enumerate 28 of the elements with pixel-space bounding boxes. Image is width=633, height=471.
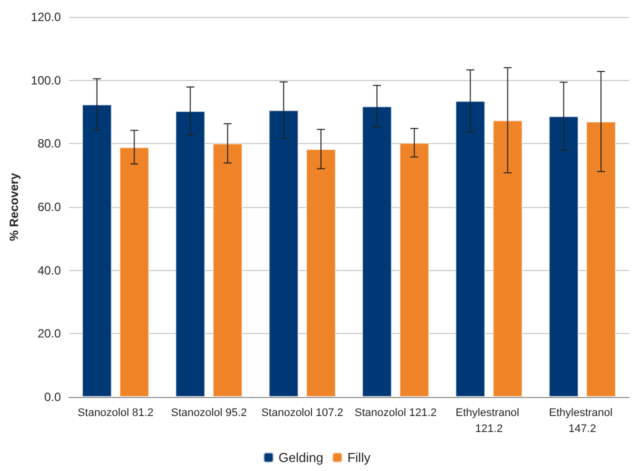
legend-label: Filly (347, 450, 371, 465)
y-tick-label: 60.0 (38, 200, 62, 214)
bar (119, 147, 150, 397)
x-tick-label: Stanozolol 121.2 (354, 407, 437, 419)
bar (306, 149, 336, 397)
y-axis-title: % Recovery (7, 172, 21, 242)
x-tick-label: Stanozolol 95.2 (171, 407, 247, 419)
y-tick-label: 120.0 (30, 10, 62, 24)
bar (492, 120, 523, 397)
y-tick-label: 100.0 (30, 73, 62, 88)
y-tick-label: 0.0 (44, 390, 62, 404)
legend-label: Gelding (278, 450, 324, 465)
x-tick-label: Stanozolol 107.2 (261, 407, 344, 419)
x-tick-label: Ethylestranol 147.2 (549, 407, 616, 435)
y-tick-label: 20.0 (38, 326, 62, 341)
bar (175, 111, 206, 397)
x-tick-label: Ethylestranol 121.2 (456, 407, 522, 435)
bar (548, 116, 579, 397)
y-tick-label: 80.0 (38, 136, 62, 151)
y-tick-label: 40.0 (38, 263, 62, 278)
bar (399, 142, 430, 397)
bar (212, 143, 243, 397)
bar (268, 110, 299, 397)
bar (362, 106, 392, 397)
x-tick-label: Stanozolol 81.2 (78, 407, 154, 419)
bar (586, 122, 616, 397)
bar (82, 104, 112, 397)
bar (455, 100, 486, 397)
